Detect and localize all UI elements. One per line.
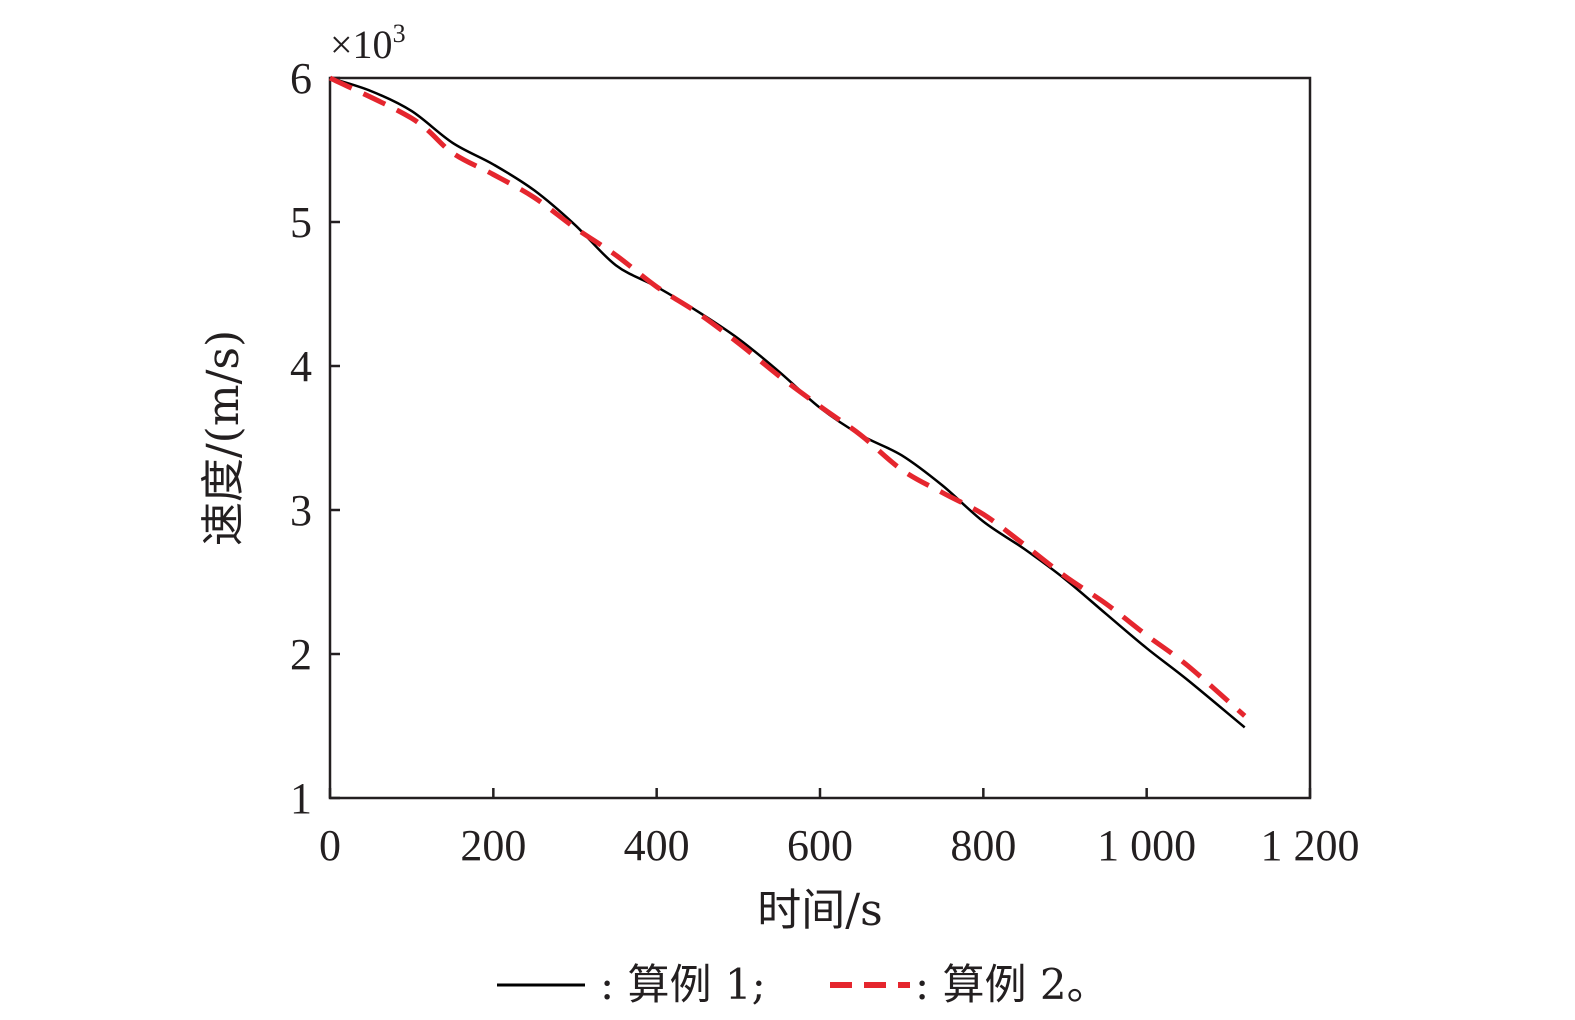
series-line-2 xyxy=(328,75,1247,718)
y-tick-label-4: 4 xyxy=(290,342,312,391)
y-tick-label-6: 6 xyxy=(290,54,312,103)
x-axis-label: 时间/s xyxy=(757,885,882,936)
x-tick-label-800: 800 xyxy=(950,821,1016,870)
y-tick-label-2: 2 xyxy=(290,630,312,679)
plot-frame xyxy=(328,76,1312,800)
series-layer xyxy=(328,75,1247,729)
y-axis-label: 速度/(m/s) xyxy=(198,330,249,546)
x-tick-label-0: 0 xyxy=(319,821,341,870)
y-multiplier: ×103 xyxy=(330,19,406,67)
legend-label-series-2: : 算例 2。 xyxy=(915,960,1109,1009)
x-axis-ticks: 0 200 400 600 800 1 000 1 200 xyxy=(319,788,1360,870)
y-tick-label-3: 3 xyxy=(290,486,312,535)
y-tick-label-1: 1 xyxy=(290,774,312,823)
y-axis-ticks: 1 2 3 4 5 6 xyxy=(290,54,340,823)
x-tick-label-1200: 1 200 xyxy=(1261,821,1360,870)
x-tick-label-200: 200 xyxy=(460,821,526,870)
x-tick-label-400: 400 xyxy=(624,821,690,870)
legend-label-series-1: : 算例 1; xyxy=(600,960,766,1009)
x-tick-label-1000: 1 000 xyxy=(1097,821,1196,870)
series-line-1 xyxy=(329,76,1246,729)
x-tick-label-600: 600 xyxy=(787,821,853,870)
y-tick-label-5: 5 xyxy=(290,198,312,247)
legend: : 算例 1; : 算例 2。 xyxy=(497,960,1109,1009)
